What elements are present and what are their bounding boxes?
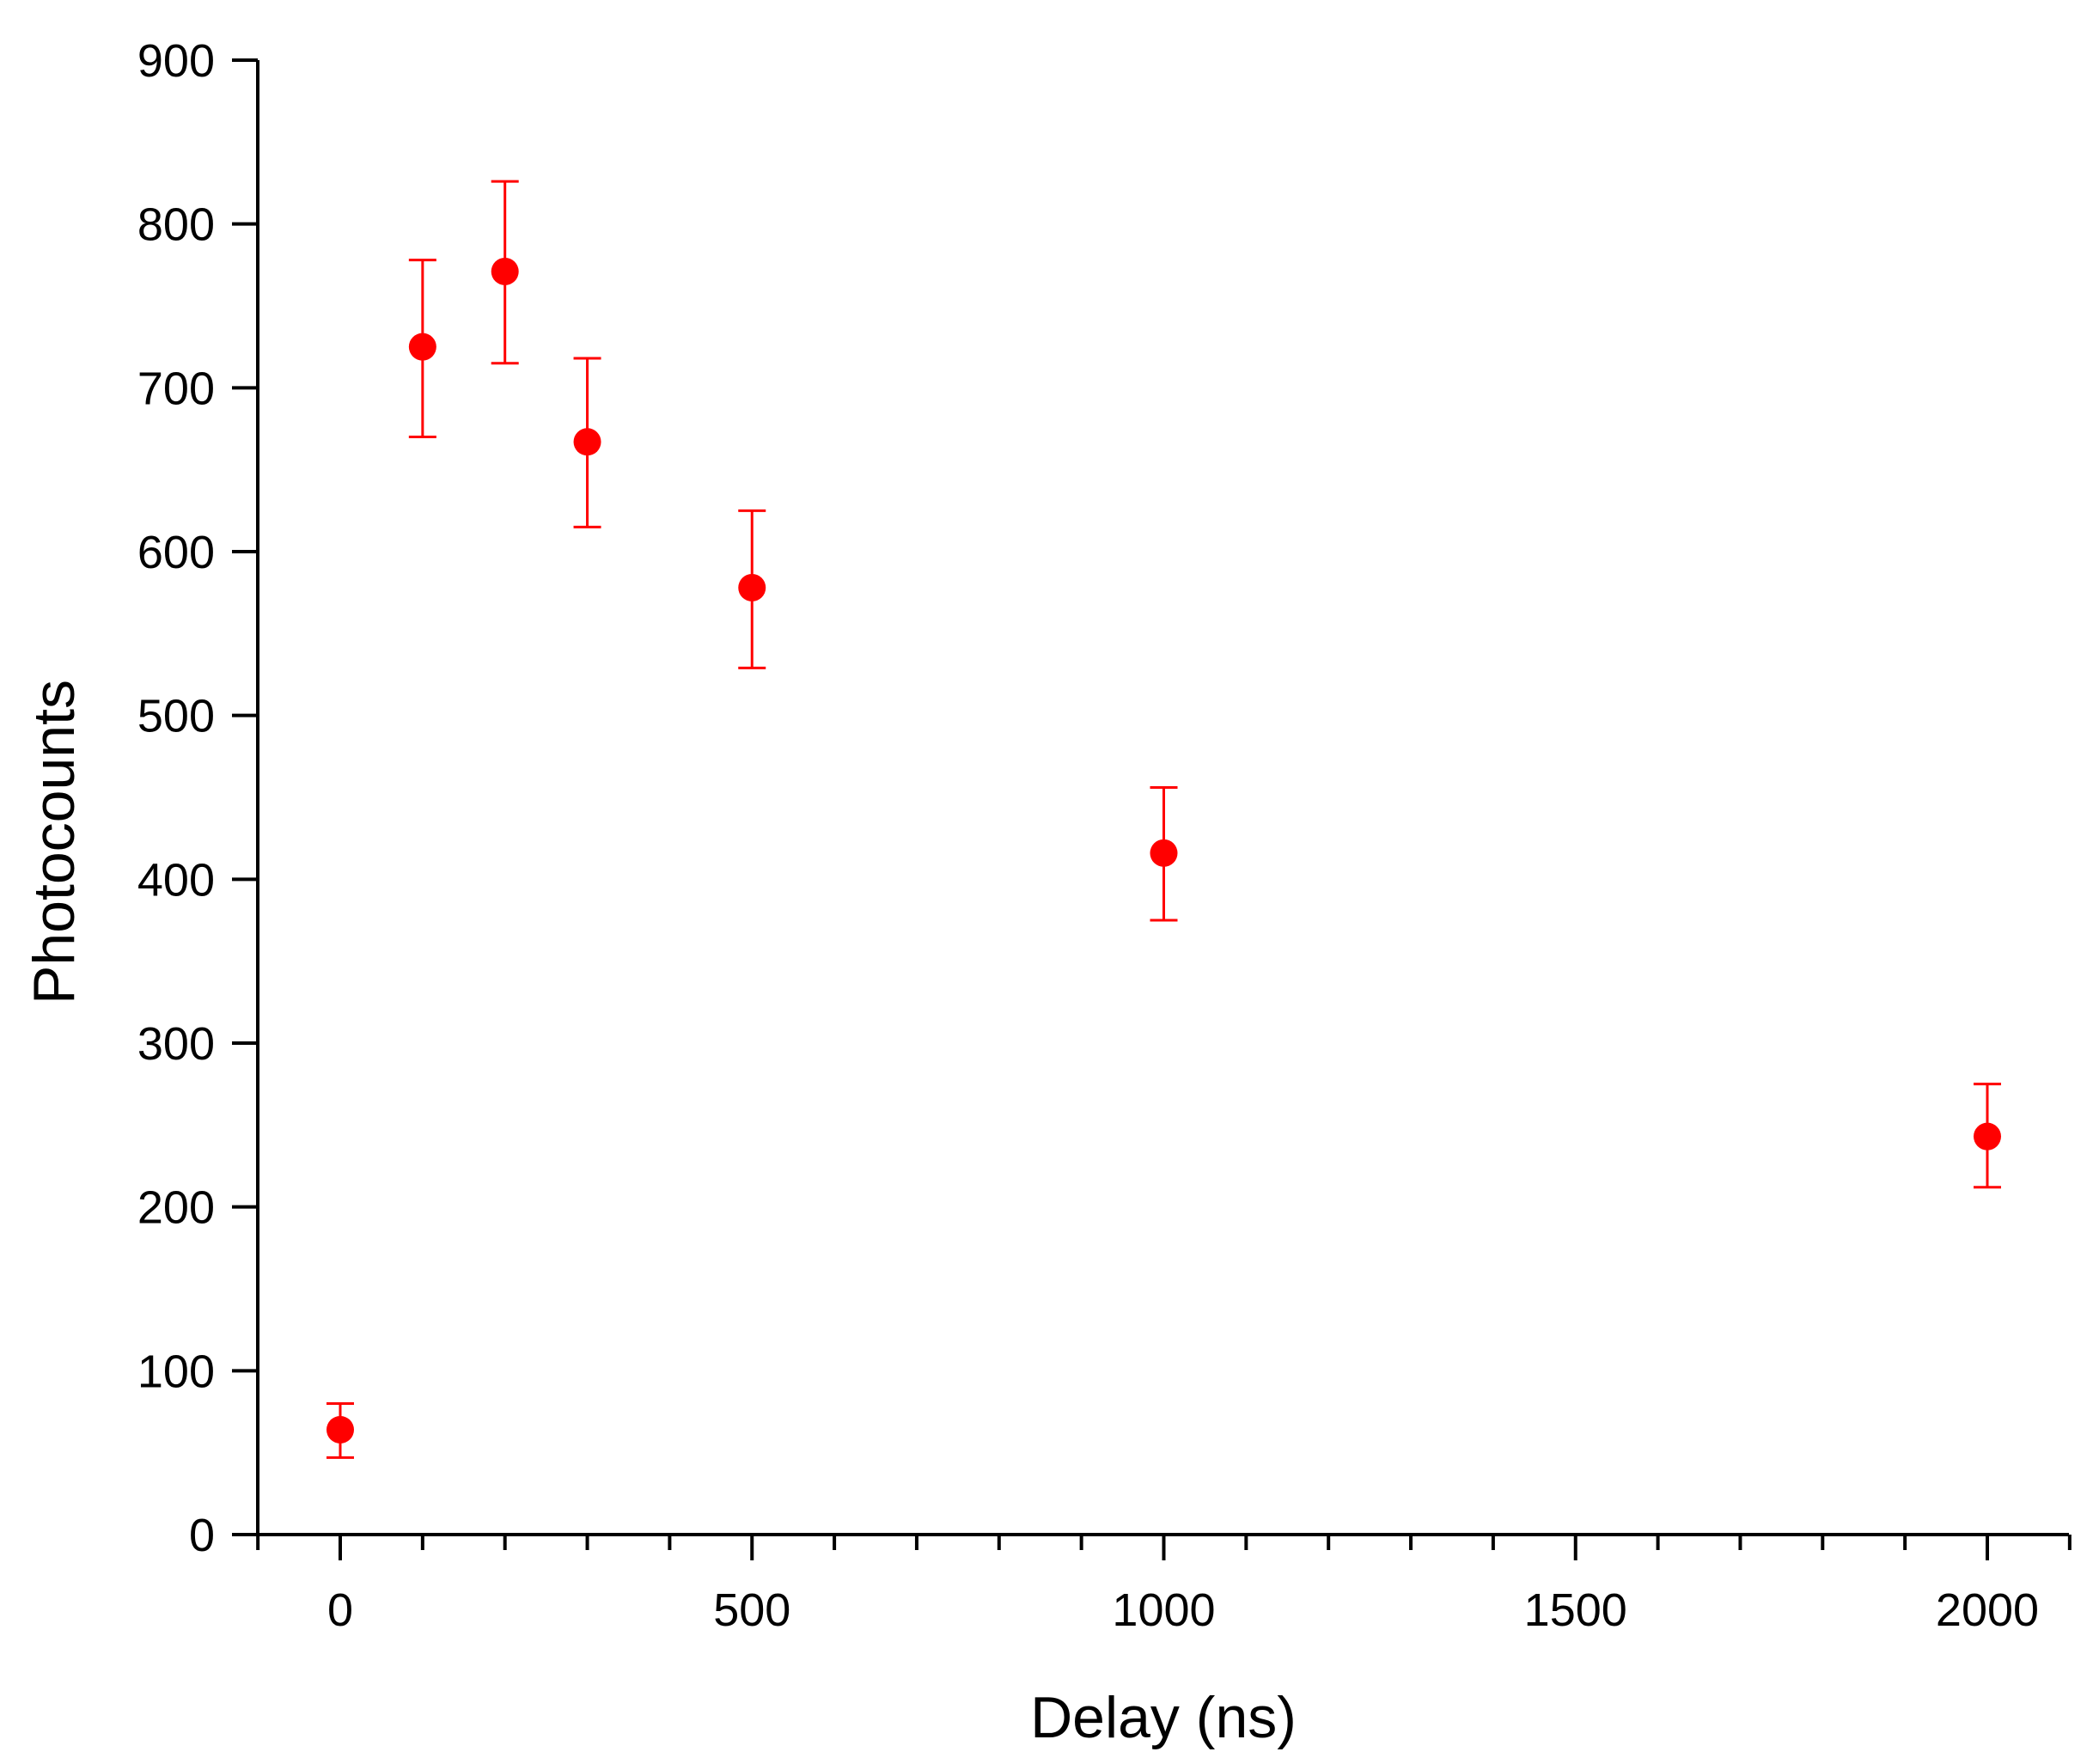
y-ticks: 0 100 200 300 400 500 600 700 800 900 bbox=[137, 35, 258, 1561]
x-ticks: 0 500 1000 1500 2000 bbox=[256, 1535, 2072, 1636]
data-marker bbox=[408, 333, 436, 361]
y-tick-label: 900 bbox=[137, 35, 215, 87]
data-marker bbox=[573, 428, 601, 456]
data-point bbox=[408, 259, 436, 439]
data-marker bbox=[491, 257, 519, 285]
y-axis-label: Photocounts bbox=[21, 680, 87, 1004]
y-tick-label: 200 bbox=[137, 1182, 215, 1234]
y-tick-label: 300 bbox=[137, 1018, 215, 1070]
data-point bbox=[573, 357, 601, 528]
data-marker bbox=[326, 1415, 354, 1444]
x-axis-label: Delay (ns) bbox=[1030, 1685, 1297, 1750]
data-marker bbox=[738, 573, 766, 601]
data-point bbox=[1974, 1083, 2001, 1189]
y-tick-label: 0 bbox=[189, 1510, 215, 1561]
x-tick-label: 500 bbox=[713, 1584, 790, 1636]
x-tick-label: 2000 bbox=[1936, 1584, 2039, 1636]
data-point bbox=[491, 180, 519, 365]
y-tick-label: 800 bbox=[137, 199, 215, 251]
x-tick-label: 1000 bbox=[1112, 1584, 1215, 1636]
y-tick-label: 700 bbox=[137, 363, 215, 414]
data-point bbox=[1150, 786, 1178, 922]
data-point bbox=[738, 509, 766, 669]
x-tick-label: 1500 bbox=[1524, 1584, 1627, 1636]
y-tick-label: 600 bbox=[137, 527, 215, 578]
x-tick-label: 0 bbox=[327, 1584, 353, 1636]
y-tick-label: 100 bbox=[137, 1346, 215, 1397]
data-point bbox=[326, 1401, 354, 1459]
y-tick-label: 400 bbox=[137, 854, 215, 906]
y-tick-label: 500 bbox=[137, 691, 215, 742]
data-marker bbox=[1150, 839, 1178, 867]
data-series bbox=[326, 180, 2001, 1459]
data-marker bbox=[1974, 1122, 2001, 1151]
